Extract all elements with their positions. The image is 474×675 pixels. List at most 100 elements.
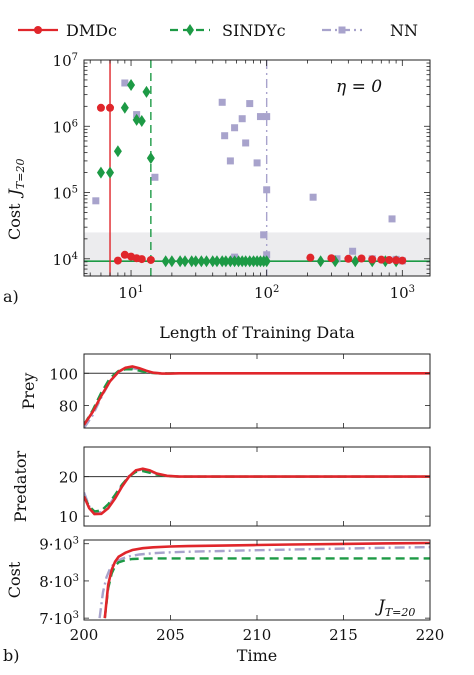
- point-sindyc: [176, 255, 185, 268]
- eta-annotation: η = 0: [336, 77, 382, 97]
- series-line-sindyc: [84, 368, 430, 426]
- x-axis-label-a: Length of Training Data: [159, 323, 355, 342]
- cost-annotation: JT=20: [375, 597, 415, 619]
- shaded-band: [84, 232, 430, 276]
- point-sindyc: [208, 255, 217, 268]
- point-nn: [253, 159, 261, 167]
- point-sindyc: [221, 255, 230, 268]
- point-dmdc: [344, 254, 353, 263]
- y-tick-label: 80: [59, 397, 78, 415]
- point-sindyc: [161, 255, 170, 268]
- prey-timeseries-plot: 80 100 Prey: [19, 353, 431, 429]
- point-nn: [388, 215, 396, 223]
- y-axis-label-panel-prey: Prey: [19, 373, 38, 410]
- point-nn: [349, 247, 357, 255]
- point-sindyc: [127, 78, 136, 91]
- point-nn: [242, 139, 250, 147]
- point-sindyc: [113, 145, 122, 158]
- point-sindyc: [120, 101, 129, 114]
- y-tick-label-a: 106: [53, 118, 78, 136]
- point-nn: [121, 79, 129, 87]
- point-nn: [309, 193, 317, 201]
- y-tick-label-times: ·10: [49, 573, 73, 591]
- point-nn: [238, 115, 246, 123]
- y-tick-label: 10: [59, 508, 78, 526]
- point-nn: [246, 100, 254, 108]
- series-line-dmdc: [84, 467, 430, 516]
- y-tick-label-exp: 3: [73, 610, 79, 621]
- legend: DMDc SINDYc NN: [18, 21, 418, 40]
- point-dmdc: [392, 256, 401, 265]
- x-tick-label-a: 102: [254, 284, 279, 302]
- y-tick-label-a-base: 10: [53, 118, 72, 136]
- y-tick-label-a-base: 10: [53, 185, 72, 203]
- point-sindyc: [241, 255, 250, 268]
- point-dmdc: [146, 255, 155, 264]
- point-nn: [256, 113, 264, 121]
- y-tick-label-a-base: 10: [53, 52, 72, 70]
- point-dmdc: [368, 255, 377, 264]
- series-line-dmdc: [103, 541, 430, 619]
- point-sindyc: [137, 115, 146, 128]
- y-tick-label-mantissa: 7: [39, 610, 49, 628]
- cost-annotation-j: J: [375, 597, 386, 617]
- point-dmdc: [398, 256, 407, 265]
- legend-marker-nn: [338, 26, 346, 34]
- y-axis-label-sub: T=20: [14, 159, 27, 190]
- point-sindyc: [351, 255, 360, 268]
- y-tick-label-exp: 3: [73, 536, 79, 547]
- point-nn: [221, 132, 229, 140]
- point-dmdc: [377, 255, 386, 264]
- y-tick-label-times: ·10: [49, 536, 73, 554]
- point-dmdc: [113, 256, 122, 265]
- y-tick-label: 7·103: [39, 610, 79, 628]
- y-tick-label-a: 105: [53, 185, 78, 203]
- legend-label-nn: NN: [390, 21, 418, 40]
- x-tick-label-a: 101: [118, 284, 143, 302]
- y-tick-label-a-exp: 5: [72, 185, 78, 196]
- y-tick-label-times: ·10: [49, 610, 73, 628]
- y-tick-label: 8·103: [39, 573, 79, 591]
- y-tick-label-a: 104: [53, 251, 78, 269]
- legend-label-dmdc: DMDc: [66, 21, 117, 40]
- x-axis-label-time: Time: [237, 646, 277, 665]
- point-sindyc: [262, 255, 271, 268]
- point-sindyc: [132, 113, 141, 126]
- y-tick-label-a-exp: 4: [72, 251, 78, 262]
- y-axis-label-panel-cost: Cost: [5, 561, 24, 598]
- x-tick-label-a: 103: [390, 284, 415, 302]
- y-tick-label-a: 107: [53, 52, 78, 70]
- point-nn: [231, 124, 239, 132]
- point-dmdc: [137, 255, 146, 264]
- y-axis-label-j: J: [5, 187, 24, 198]
- point-nn: [218, 98, 226, 106]
- point-sindyc: [202, 255, 211, 268]
- y-tick-label-mantissa: 9: [39, 536, 49, 554]
- y-tick-label: 100: [49, 365, 78, 383]
- point-nn: [151, 173, 159, 181]
- y-axis-label-a: Cost JT=20: [5, 159, 27, 241]
- legend-label-sindyc: SINDYc: [222, 21, 286, 40]
- panel-label-a: a): [3, 287, 19, 306]
- point-nn: [263, 113, 271, 121]
- x-tick-label-a-base: 10: [390, 284, 409, 302]
- point-sindyc: [197, 255, 206, 268]
- point-dmdc: [385, 255, 394, 264]
- point-dmdc: [120, 250, 129, 259]
- panel-label-b: b): [3, 646, 19, 665]
- point-nn: [226, 157, 234, 165]
- x-tick-label-a-exp: 2: [273, 284, 279, 295]
- series-line-nn: [84, 366, 430, 428]
- cost-annotation-sub: T=20: [385, 606, 416, 619]
- point-sindyc: [191, 255, 200, 268]
- plot-frame-a: [83, 59, 431, 277]
- x-tick-label-a-base: 10: [254, 284, 273, 302]
- point-sindyc: [96, 166, 105, 179]
- plot-frame-panel-prey: [83, 353, 431, 429]
- x-tick-label: 200: [70, 626, 99, 644]
- legend-marker-dmdc: [34, 26, 42, 34]
- point-nn: [263, 251, 271, 259]
